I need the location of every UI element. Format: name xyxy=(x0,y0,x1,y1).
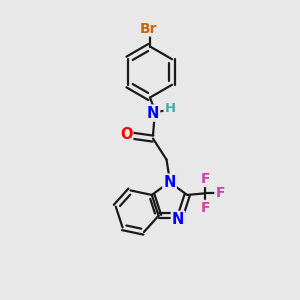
Text: Br: Br xyxy=(140,22,157,35)
Text: O: O xyxy=(120,127,132,142)
Text: F: F xyxy=(215,187,225,200)
Text: F: F xyxy=(200,201,210,215)
Text: N: N xyxy=(172,212,184,227)
Text: F: F xyxy=(200,172,210,186)
Text: N: N xyxy=(147,106,159,121)
Text: H: H xyxy=(164,101,176,115)
Text: N: N xyxy=(163,175,176,190)
